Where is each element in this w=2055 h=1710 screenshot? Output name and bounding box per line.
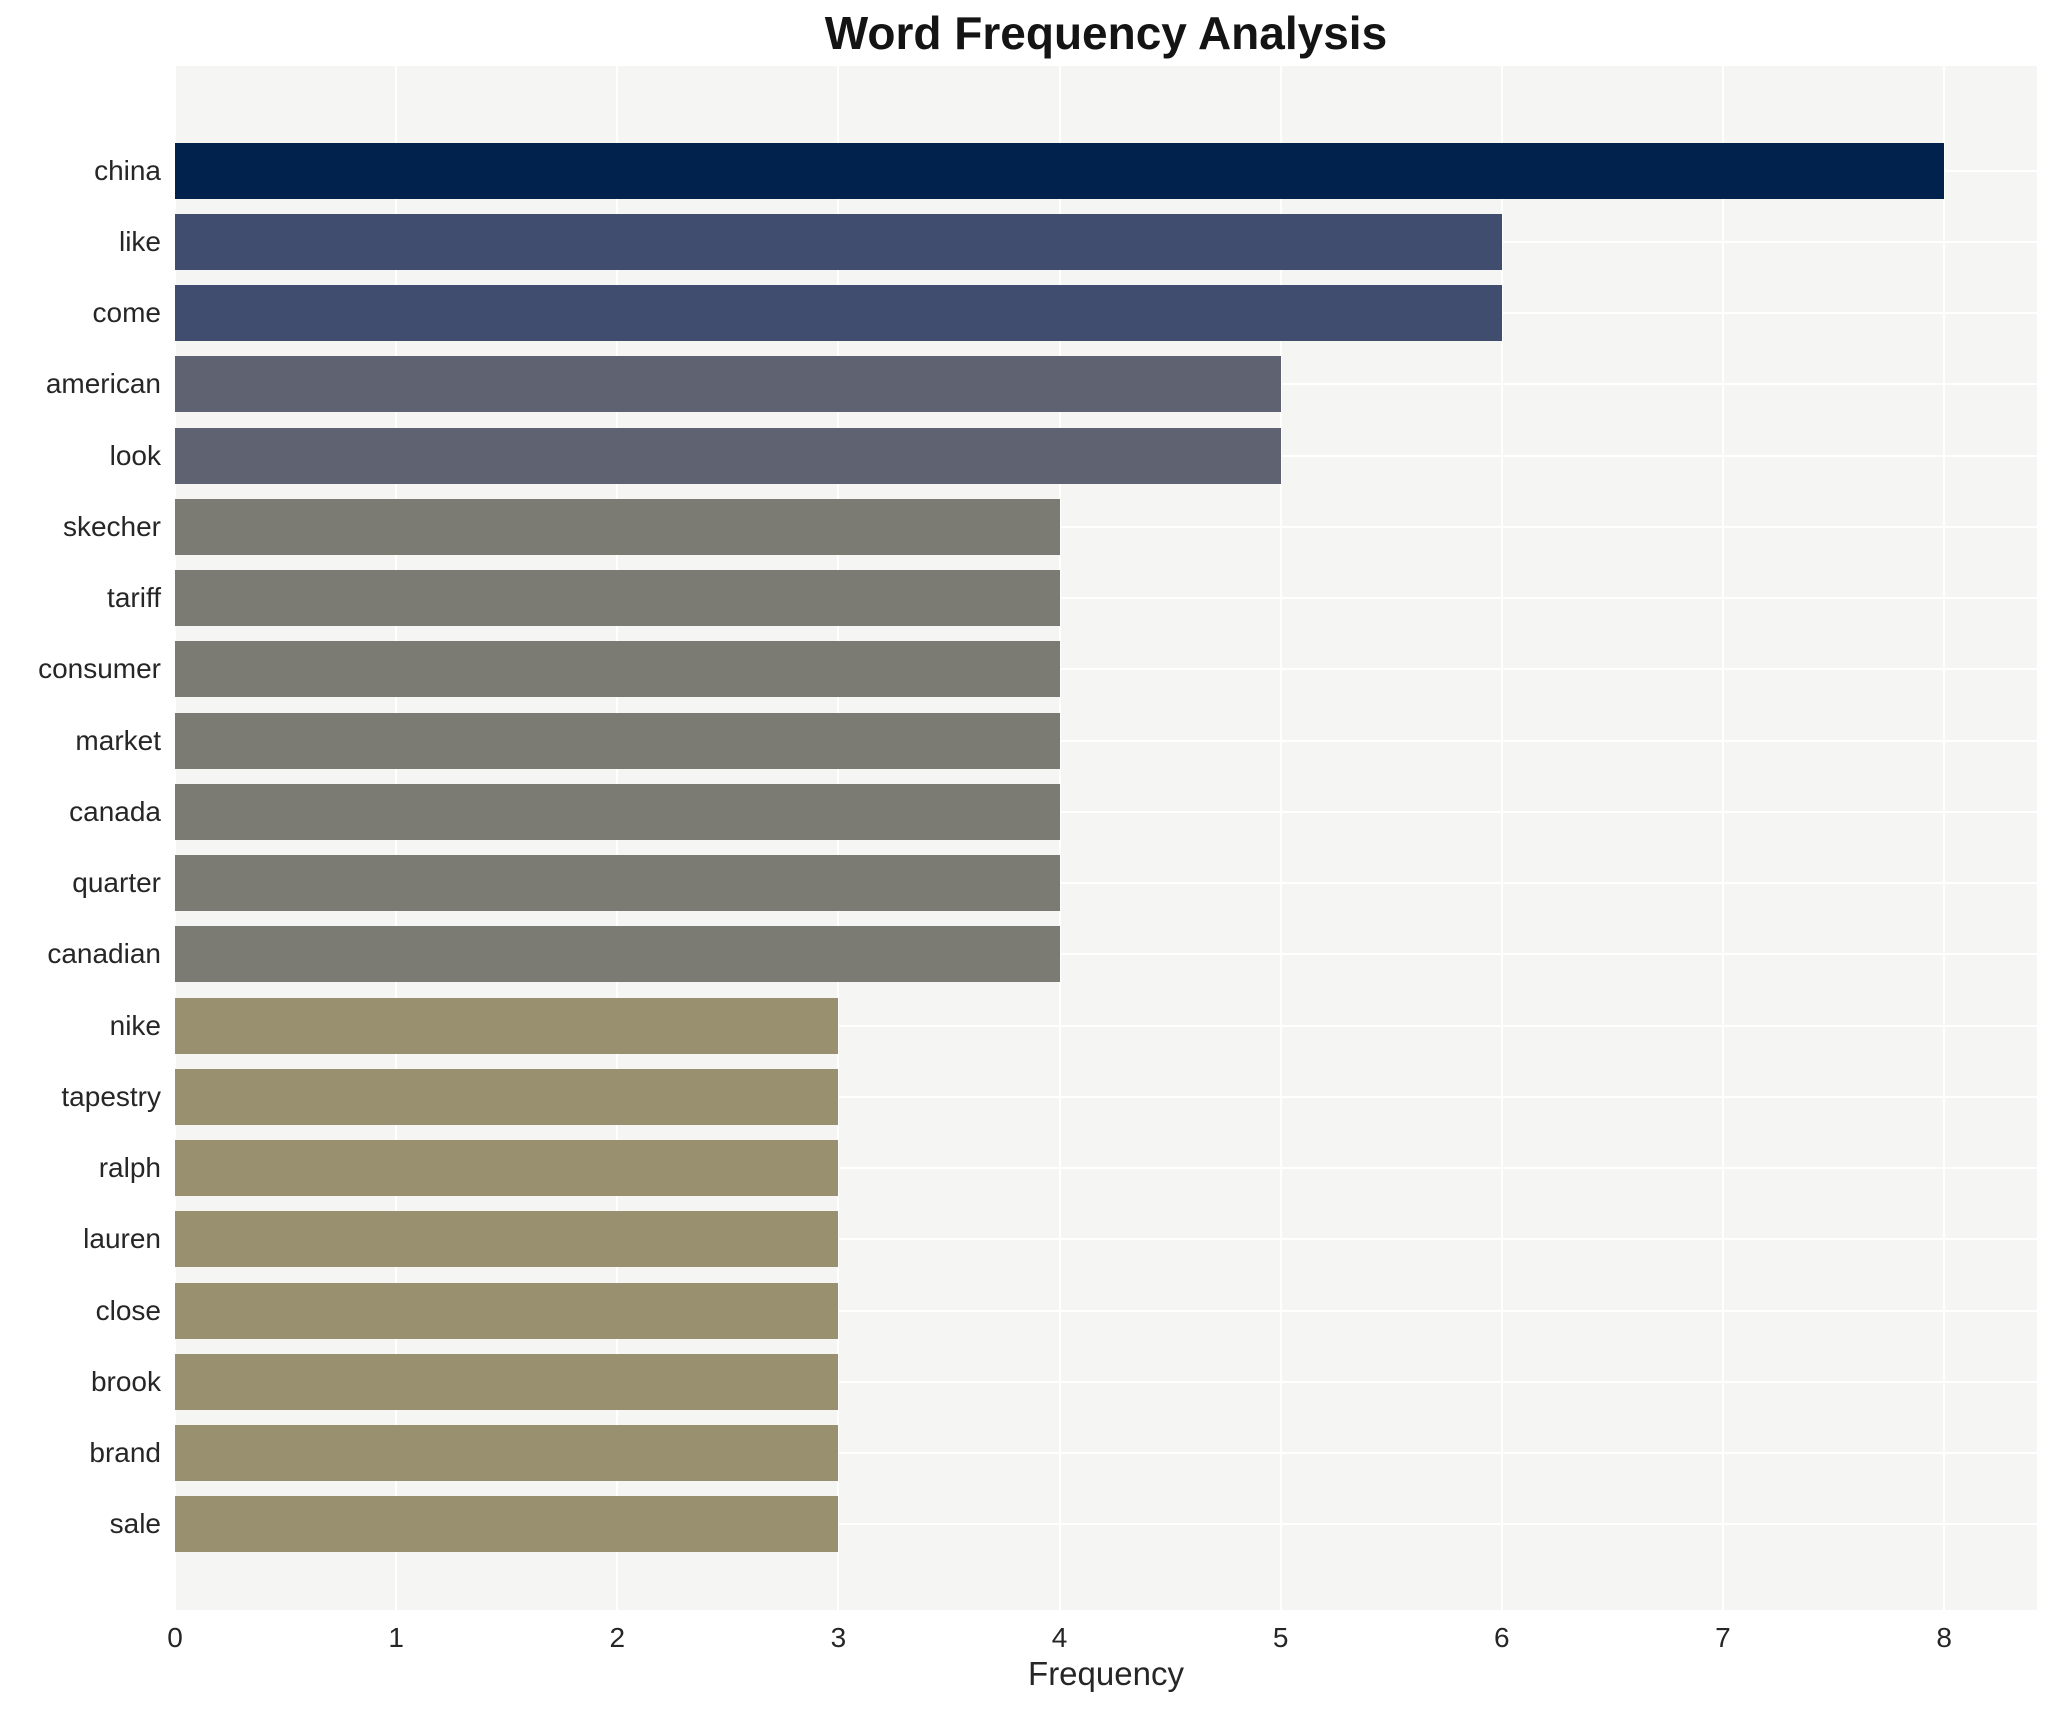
y-tick-label-skecher: skecher	[62, 510, 161, 542]
chart-title: Word Frequency Analysis	[824, 7, 1388, 59]
y-tick-label-american: american	[45, 368, 161, 400]
x-gridline	[1500, 66, 1503, 1610]
y-tick-label-ralph: ralph	[98, 1152, 161, 1184]
bar-look	[175, 427, 1281, 484]
bar-brook	[175, 1353, 839, 1410]
bar-american	[175, 356, 1281, 413]
y-tick-label-look: look	[109, 439, 161, 471]
bar-close	[175, 1282, 839, 1339]
x-tick-label-3: 3	[830, 1622, 847, 1653]
plot-area	[174, 66, 2037, 1610]
bar-brand	[175, 1425, 839, 1482]
x-gridline	[1279, 66, 1282, 1610]
x-tick-label-5: 5	[1272, 1622, 1289, 1653]
bar-tapestry	[175, 1068, 839, 1125]
y-tick-label-close: close	[95, 1294, 161, 1326]
y-tick-label-tariff: tariff	[107, 582, 161, 614]
y-gridline	[175, 882, 2037, 885]
y-tick-label-tapestry: tapestry	[61, 1080, 161, 1112]
y-tick-label-like: like	[118, 225, 161, 257]
y-tick-label-sale: sale	[109, 1508, 161, 1540]
y-gridline	[175, 1380, 2037, 1383]
bar-nike	[175, 997, 839, 1054]
y-gridline	[175, 1309, 2037, 1312]
x-tick-label-8: 8	[1936, 1622, 1952, 1653]
y-gridline	[175, 1024, 2037, 1027]
y-tick-label-consumer: consumer	[38, 653, 161, 685]
x-gridline	[1058, 66, 1061, 1610]
bar-quarter	[175, 855, 1060, 912]
bar-skecher	[175, 498, 1060, 555]
y-tick-label-quarter: quarter	[72, 867, 161, 899]
y-tick-label-nike: nike	[109, 1009, 161, 1041]
x-tick-label-6: 6	[1494, 1622, 1510, 1653]
bar-like	[175, 213, 1502, 270]
y-tick-label-canadian: canadian	[47, 938, 161, 970]
y-gridline	[175, 597, 2037, 600]
y-gridline	[175, 1095, 2037, 1098]
y-gridline	[175, 739, 2037, 742]
y-tick-label-canada: canada	[69, 795, 161, 827]
x-tick-label-2: 2	[609, 1622, 626, 1653]
x-tick-label-1: 1	[388, 1622, 404, 1653]
y-gridline	[175, 1523, 2037, 1526]
y-tick-label-brook: brook	[90, 1365, 161, 1397]
y-gridline	[175, 1452, 2037, 1455]
bar-sale	[175, 1496, 839, 1553]
bar-china	[175, 142, 1945, 199]
x-tick-label-4: 4	[1051, 1622, 1068, 1653]
x-tick-label-7: 7	[1715, 1622, 1731, 1653]
bar-canadian	[175, 926, 1060, 983]
bar-ralph	[175, 1140, 839, 1197]
y-tick-label-china: china	[94, 154, 161, 186]
bar-market	[175, 712, 1060, 769]
y-gridline	[175, 1238, 2037, 1241]
bar-canada	[175, 783, 1060, 840]
bar-come	[175, 285, 1502, 342]
y-tick-label-brand: brand	[89, 1437, 161, 1469]
y-gridline	[175, 953, 2037, 956]
bar-lauren	[175, 1211, 839, 1268]
y-gridline	[175, 668, 2037, 671]
bar-consumer	[175, 641, 1060, 698]
x-tick-label-0: 0	[167, 1622, 183, 1653]
bar-tariff	[175, 570, 1060, 627]
x-gridline	[1721, 66, 1724, 1610]
x-gridline	[1943, 66, 1946, 1610]
x-axis-label: Frequency	[1028, 1655, 1184, 1692]
y-gridline	[175, 525, 2037, 528]
y-gridline	[175, 1167, 2037, 1170]
y-tick-label-market: market	[75, 724, 161, 756]
y-tick-label-come: come	[92, 297, 161, 329]
y-gridline	[175, 810, 2037, 813]
y-tick-label-lauren: lauren	[83, 1223, 161, 1255]
